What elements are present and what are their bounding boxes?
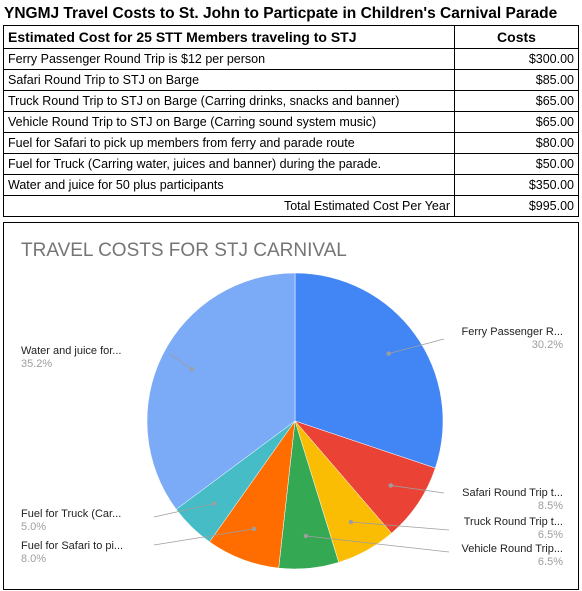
row-description[interactable]: Water and juice for 50 plus participants — [3, 174, 455, 196]
leader-dot — [348, 519, 354, 525]
leader-lines — [153, 338, 450, 553]
leader-line — [305, 535, 450, 553]
slice-percent: 8.5% — [538, 500, 563, 512]
pie-slices — [146, 272, 444, 570]
row-cost[interactable]: $65.00 — [454, 111, 579, 133]
leader-dot — [212, 501, 217, 506]
table-row: Truck Round Trip to STJ on Barge (Carrin… — [3, 90, 579, 112]
row-description[interactable]: Fuel for Truck (Carring water, juices an… — [3, 153, 455, 175]
slice-label: Water and juice for... — [21, 345, 121, 357]
row-cost[interactable]: $85.00 — [454, 69, 579, 91]
leader-line — [390, 485, 445, 494]
leader-line — [153, 503, 215, 518]
leader-dot — [388, 483, 393, 488]
pie-slice-ferry-passenger-r[interactable] — [294, 272, 444, 469]
chart-title: TRAVEL COSTS FOR STJ CARNIVAL — [21, 240, 347, 261]
total-description[interactable]: Total Estimated Cost Per Year — [3, 195, 455, 217]
total-cost[interactable]: $995.00 — [454, 195, 579, 217]
row-description[interactable]: Ferry Passenger Round Trip is $12 per pe… — [3, 48, 455, 70]
slice-labels: Ferry Passenger R...30.2% Safari Round Tr… — [21, 326, 563, 568]
slice-label: Safari Round Trip t... — [462, 487, 563, 499]
table-row: Vehicle Round Trip to STJ on Barge (Carr… — [3, 111, 579, 133]
leader-dot — [189, 366, 195, 372]
table-header-row: Estimated Cost for 25 STT Members travel… — [3, 25, 579, 49]
table-row: Fuel for Safari to pick up members from … — [3, 132, 579, 154]
row-cost[interactable]: $350.00 — [454, 174, 579, 196]
slice-percent: 35.2% — [21, 358, 52, 370]
table-row: Ferry Passenger Round Trip is $12 per pe… — [3, 48, 579, 70]
slice-label: Ferry Passenger R... — [462, 326, 563, 338]
slice-label: Vehicle Round Trip... — [461, 543, 563, 555]
row-cost[interactable]: $300.00 — [454, 48, 579, 70]
table-row: Water and juice for 50 plus participants… — [3, 174, 579, 196]
pie-slice-water-and-juice-for[interactable] — [146, 272, 296, 510]
cost-table: Estimated Cost for 25 STT Members travel… — [3, 25, 579, 217]
leader-dot — [386, 351, 391, 356]
slice-percent: 5.0% — [21, 521, 46, 533]
row-description[interactable]: Truck Round Trip to STJ on Barge (Carrin… — [3, 90, 455, 112]
table-row: Safari Round Trip to STJ on Barge $85.00 — [3, 69, 579, 91]
slice-percent: 6.5% — [538, 556, 563, 568]
header-description[interactable]: Estimated Cost for 25 STT Members travel… — [3, 25, 455, 49]
leader-line — [388, 338, 445, 354]
leader-dot — [303, 533, 309, 539]
slice-label: Truck Round Trip t... — [464, 516, 563, 528]
leader-line — [153, 528, 255, 546]
slice-label: Fuel for Safari to pi... — [21, 540, 123, 552]
header-cost[interactable]: Costs — [454, 25, 579, 49]
table-row: Fuel for Truck (Carring water, juices an… — [3, 153, 579, 175]
leader-dot — [251, 526, 257, 532]
row-cost[interactable]: $50.00 — [454, 153, 579, 175]
table-total-row: Total Estimated Cost Per Year $995.00 — [3, 195, 579, 217]
row-description[interactable]: Vehicle Round Trip to STJ on Barge (Carr… — [3, 111, 455, 133]
pie-chart-canvas: TRAVEL COSTS FOR STJ CARNIVAL Ferry Pass… — [21, 240, 563, 570]
row-cost[interactable]: $65.00 — [454, 90, 579, 112]
slice-percent: 30.2% — [532, 339, 563, 351]
slice-label: Fuel for Truck (Car... — [21, 508, 121, 520]
row-description[interactable]: Safari Round Trip to STJ on Barge — [3, 69, 455, 91]
leader-line — [169, 353, 193, 370]
row-cost[interactable]: $80.00 — [454, 132, 579, 154]
slice-percent: 6.5% — [538, 529, 563, 541]
pie-chart[interactable]: TRAVEL COSTS FOR STJ CARNIVAL Ferry Pass… — [3, 222, 579, 590]
leader-line — [350, 521, 450, 531]
slice-percent: 8.0% — [21, 553, 46, 565]
sheet-title: YNGMJ Travel Costs to St. John to Partic… — [4, 5, 558, 22]
row-description[interactable]: Fuel for Safari to pick up members from … — [3, 132, 455, 154]
